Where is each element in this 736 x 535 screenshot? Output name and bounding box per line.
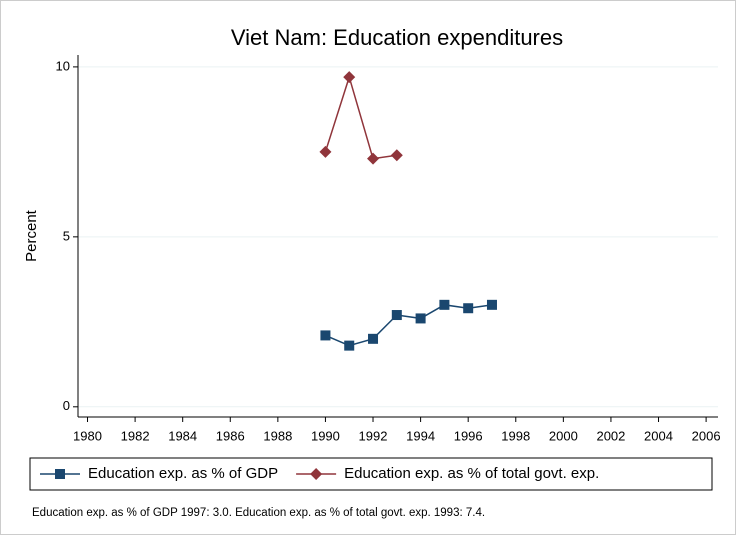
series-line — [324, 74, 397, 160]
x-tick-label: 2000 — [549, 428, 578, 443]
marker — [391, 310, 402, 321]
y-tick-label: 0 — [63, 398, 70, 413]
x-tick-label: 1998 — [501, 428, 530, 443]
x-tick-label: 2004 — [644, 428, 673, 443]
x-tick-label: 1992 — [359, 428, 388, 443]
x-tick-label: 1996 — [454, 428, 483, 443]
note: Education exp. as % of GDP 1997: 3.0. Ed… — [32, 507, 485, 519]
marker — [319, 145, 332, 158]
x-tick-label: 1986 — [216, 428, 245, 443]
legend-marker — [55, 469, 65, 479]
x-tick-label: 1994 — [406, 428, 435, 443]
marker — [320, 330, 331, 341]
marker — [344, 340, 355, 351]
y-axis-label: Percent — [23, 209, 40, 262]
marker — [463, 303, 474, 314]
y-tick-label: 10 — [56, 58, 70, 73]
x-tick-label: 1990 — [311, 428, 340, 443]
x-tick-label: 1980 — [73, 428, 102, 443]
marker — [486, 299, 497, 310]
y-tick-label: 5 — [63, 228, 70, 243]
legend-label: Education exp. as % of GDP — [88, 465, 278, 482]
legend-label: Education exp. as % of total govt. exp. — [344, 465, 599, 482]
x-tick-label: 1982 — [121, 428, 150, 443]
marker — [343, 71, 356, 84]
legend-box — [29, 457, 713, 491]
x-tick-label: 2002 — [596, 428, 625, 443]
chart-title: Viet Nam: Education expenditures — [231, 25, 563, 50]
legend-marker — [310, 468, 323, 480]
marker — [368, 333, 379, 344]
marker — [367, 152, 380, 165]
marker — [415, 313, 426, 324]
marker — [439, 299, 450, 310]
x-tick-label: 1988 — [263, 428, 292, 443]
x-tick-label: 2006 — [692, 428, 721, 443]
marker — [390, 149, 403, 162]
x-tick-label: 1984 — [168, 428, 197, 443]
